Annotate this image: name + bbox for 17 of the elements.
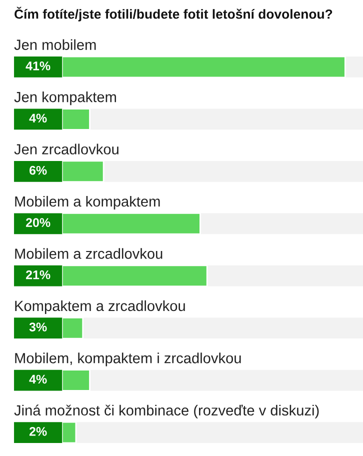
data-label: 21% (26, 270, 50, 280)
y-tick-label: Mobilem a kompaktem (15, 196, 160, 210)
y-tick-label: Mobilem a zrcadlovkou (15, 248, 162, 259)
y-tick-label: Jen zrcadlovkou (14, 144, 118, 154)
y-tick-label: Mobilem, kompaktem i zrcadlovkou (15, 352, 241, 366)
data-label: 6% (29, 166, 47, 175)
chart-title: Čím fotíte/jste fotili/budete fotit letošní dovolenou? (14, 6, 332, 22)
data-label: 4% (29, 374, 47, 384)
data-label: 3% (29, 322, 47, 332)
y-tick-label: Jiná možnost či kombinace (rozveďte v diskuzi) (14, 404, 319, 418)
data-label: 2% (29, 427, 47, 436)
y-tick-label: Jen mobilem (14, 39, 96, 50)
data-label: 4% (29, 114, 47, 123)
y-tick-label: Kompaktem a zrcadlovkou (15, 300, 185, 314)
y-tick-label: Jen kompaktem (14, 91, 116, 106)
data-label: 41% (26, 62, 50, 70)
data-label: 20% (26, 218, 50, 227)
